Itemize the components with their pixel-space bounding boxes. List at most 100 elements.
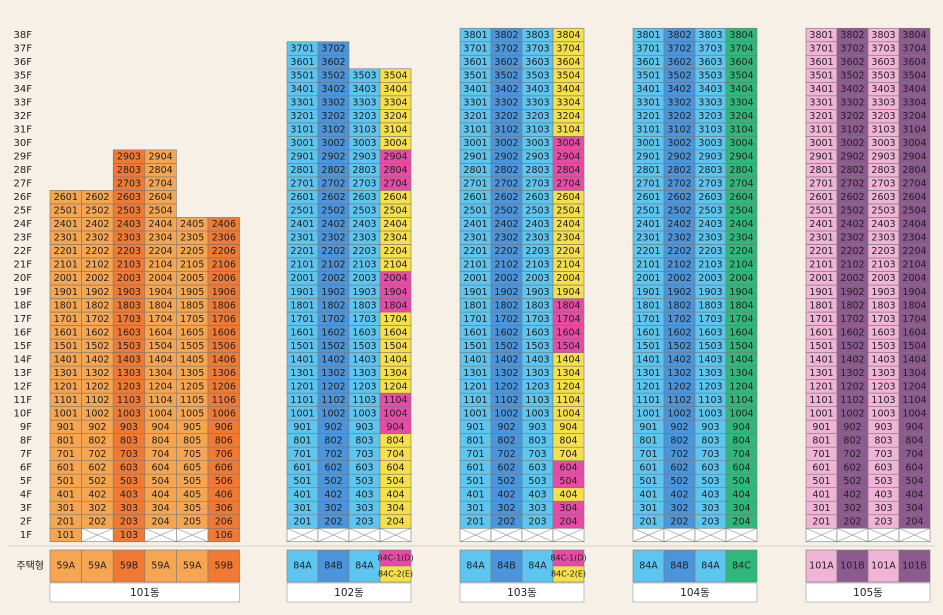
unit-label: 905 xyxy=(183,422,201,433)
unit-label: 3102 xyxy=(494,125,518,136)
unit-label: 302 xyxy=(324,503,342,514)
unit-label: 2202 xyxy=(667,246,691,257)
unit-label: 902 xyxy=(324,422,342,433)
type-cell xyxy=(898,549,931,583)
unit-label: 1704 xyxy=(556,314,580,325)
unit-label: 2103 xyxy=(352,260,376,271)
unit-label: 2603 xyxy=(871,192,895,203)
unit-label: 1601 xyxy=(463,327,487,338)
unit-label: 2003 xyxy=(871,273,895,284)
unit-label: 3304 xyxy=(556,98,580,109)
unit-label: 206 xyxy=(215,516,233,527)
unit-label: 2201 xyxy=(636,246,660,257)
unit-label: 1503 xyxy=(352,341,376,352)
unit-label: 2804 xyxy=(902,165,926,176)
type-label: 59A xyxy=(151,561,170,572)
unit-label: 2103 xyxy=(871,260,895,271)
unit-label: 2501 xyxy=(290,206,314,217)
unit-cell xyxy=(317,41,350,56)
unit-label: 504 xyxy=(732,476,750,487)
unit-label: 2404 xyxy=(149,219,173,230)
floor-label: 21F xyxy=(14,260,33,271)
unit-label: 2404 xyxy=(383,219,407,230)
unit-label: 1103 xyxy=(698,395,722,406)
unit-label: 902 xyxy=(670,422,688,433)
unit-label: 2503 xyxy=(117,206,141,217)
unit-label: 2402 xyxy=(667,219,691,230)
unit-label: 1604 xyxy=(149,327,173,338)
unit-label: 1903 xyxy=(698,287,722,298)
unit-label: 1004 xyxy=(729,408,753,419)
unit-label: 804 xyxy=(152,435,170,446)
unit-label: 3004 xyxy=(902,138,926,149)
unit-label: 703 xyxy=(528,449,546,460)
cross xyxy=(379,527,412,543)
unit-label: 1202 xyxy=(321,381,345,392)
unit-label: 1502 xyxy=(667,341,691,352)
unit-label: 1902 xyxy=(494,287,518,298)
type-cell xyxy=(459,549,492,583)
unit-label: 1802 xyxy=(321,300,345,311)
unit-label: 802 xyxy=(843,435,861,446)
unit-label: 2004 xyxy=(149,273,173,284)
unit-label: 3104 xyxy=(902,125,926,136)
unit-label: 2503 xyxy=(698,206,722,217)
unit-label: 1501 xyxy=(290,341,314,352)
unit-label: 1703 xyxy=(871,314,895,325)
unit-label: 1101 xyxy=(290,395,314,406)
unit-label: 606 xyxy=(215,462,233,473)
unit-label: 1801 xyxy=(463,300,487,311)
unit-label: 2401 xyxy=(809,219,833,230)
unit-label: 3701 xyxy=(636,44,660,55)
unit-label: 704 xyxy=(152,449,170,460)
unit-label: 1104 xyxy=(902,395,926,406)
unit-label: 1402 xyxy=(667,354,691,365)
unit-label: 2702 xyxy=(321,179,345,190)
unit-label: 2804 xyxy=(383,165,407,176)
unit-label: 1304 xyxy=(902,368,926,379)
unit-label: 1203 xyxy=(352,381,376,392)
unit-label: 601 xyxy=(293,462,311,473)
type-label: 59B xyxy=(214,561,233,572)
unit-label: 504 xyxy=(152,476,170,487)
unit-label: 2803 xyxy=(352,165,376,176)
type-label: 59B xyxy=(120,561,139,572)
unit-label: 1501 xyxy=(463,341,487,352)
unit-label: 2402 xyxy=(494,219,518,230)
unit-label: 901 xyxy=(466,422,484,433)
unit-label: 1903 xyxy=(352,287,376,298)
unit-label: 2101 xyxy=(809,260,833,271)
unit-label: 3302 xyxy=(494,98,518,109)
unit-label: 3502 xyxy=(840,71,864,82)
unit-label: 1901 xyxy=(463,287,487,298)
unit-label: 3701 xyxy=(463,44,487,55)
type-cell xyxy=(379,565,412,583)
cross xyxy=(459,527,492,543)
unit-label: 502 xyxy=(497,476,515,487)
unit-label: 2204 xyxy=(556,246,580,257)
type-cell xyxy=(176,549,209,583)
unit-label: 1803 xyxy=(117,300,141,311)
unit-label: 2004 xyxy=(556,273,580,284)
unit-label: 2702 xyxy=(667,179,691,190)
unit-label: 901 xyxy=(812,422,830,433)
unit-label: 1203 xyxy=(117,381,141,392)
unit-label: 1802 xyxy=(667,300,691,311)
unit-label: 2604 xyxy=(149,192,173,203)
type-cell xyxy=(805,549,838,583)
unit-label: 1803 xyxy=(352,300,376,311)
unit-label: 2102 xyxy=(667,260,691,271)
unit-label: 3003 xyxy=(352,138,376,149)
unit-label: 1003 xyxy=(698,408,722,419)
type-label: 59A xyxy=(57,561,76,572)
unit-label: 2802 xyxy=(321,165,345,176)
unit-label: 1501 xyxy=(809,341,833,352)
unit-label: 3803 xyxy=(698,30,722,41)
unit-label: 3004 xyxy=(729,138,753,149)
unit-label: 1903 xyxy=(117,287,141,298)
unit-label: 603 xyxy=(874,462,892,473)
building-name: 101동 xyxy=(130,587,160,599)
floor-label: 37F xyxy=(14,44,33,55)
unit-label: 2203 xyxy=(698,246,722,257)
unit-label: 1901 xyxy=(290,287,314,298)
